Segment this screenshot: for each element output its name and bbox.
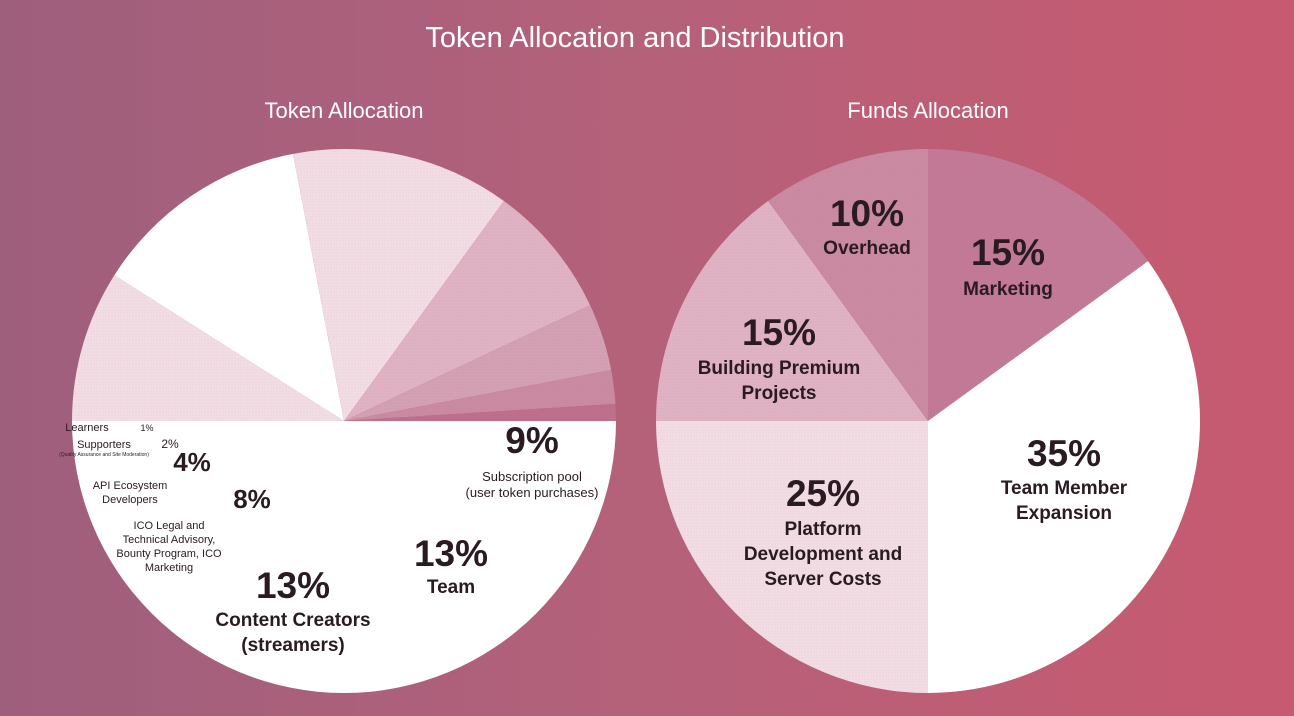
label-premium-line-1: Projects xyxy=(742,383,817,404)
pct-supporters: 2% xyxy=(161,437,179,451)
pct-api_ecosystem: 4% xyxy=(173,447,211,477)
label-platform-line-1: Development and xyxy=(744,544,902,565)
label-learners-line-0: Learners xyxy=(65,422,109,434)
token-allocation-pie: 50%Crowdsaleto Investors9%Subscription p… xyxy=(59,149,616,693)
pct-platform: 25% xyxy=(786,473,860,514)
label-overhead-line-0: Overhead xyxy=(823,238,911,259)
slice-content_creators-texture xyxy=(293,149,504,422)
pct-team: 13% xyxy=(414,533,488,574)
slice-supporters-texture xyxy=(344,370,616,421)
label-supporters-line-0: Supporters xyxy=(77,439,131,451)
pct-content_creators: 13% xyxy=(256,565,330,606)
label-subscription-line-1: (user token purchases) xyxy=(466,485,599,500)
pct-overhead: 10% xyxy=(830,193,904,234)
slice-subscription-texture xyxy=(72,275,344,421)
slice-premium-texture xyxy=(656,200,928,421)
label-marketing-line-0: Marketing xyxy=(963,279,1053,300)
token-allocation-title: Token Allocation xyxy=(264,98,424,123)
label-content_creators-line-0: Content Creators xyxy=(215,610,370,631)
pct-ico_legal: 8% xyxy=(233,484,271,514)
pct-subscription: 9% xyxy=(505,420,558,461)
label-platform-line-2: Server Costs xyxy=(764,569,881,590)
label-platform-line-0: Platform xyxy=(784,519,861,540)
label-subscription-line-0: Subscription pool xyxy=(482,469,582,484)
label-ico_legal-line-0: ICO Legal and xyxy=(134,520,205,532)
slice-learners-texture xyxy=(344,403,616,421)
slice-ico_legal-texture xyxy=(344,200,591,421)
label-team_expansion-line-1: Expansion xyxy=(1016,503,1112,524)
slice-team xyxy=(114,153,344,421)
label-api_ecosystem-line-0: API Ecosystem xyxy=(93,480,168,492)
label-content_creators-line-1: (streamers) xyxy=(241,635,345,656)
label-ico_legal-line-3: Marketing xyxy=(145,562,193,574)
pct-premium: 15% xyxy=(742,312,816,353)
sublabel-supporters: (Quality Assurance and Site Moderation) xyxy=(59,452,149,458)
funds-allocation-pie: 15% Marketing 35% Team Member Expansion 25% Pl… xyxy=(656,149,1200,693)
label-premium-line-0: Building Premium xyxy=(698,358,861,379)
pct-learners: 1% xyxy=(140,423,153,433)
slice-platform-texture xyxy=(656,421,928,693)
pct-marketing: 15% xyxy=(971,232,1045,273)
label-team_expansion-line-0: Team Member xyxy=(1001,478,1128,499)
slice-overhead-texture xyxy=(768,149,928,421)
label-api_ecosystem-line-1: Developers xyxy=(102,494,158,506)
pct-team_expansion: 35% xyxy=(1027,433,1101,474)
label-team-line-0: Team xyxy=(427,577,475,598)
slice-marketing-texture xyxy=(928,149,1149,421)
page-title: Token Allocation and Distribution xyxy=(425,22,845,54)
funds-allocation-title: Funds Allocation xyxy=(847,98,1009,123)
slice-api_ecosystem-texture xyxy=(344,305,612,421)
label-ico_legal-line-2: Bounty Program, ICO xyxy=(116,548,222,560)
slice-team_expansion xyxy=(928,261,1200,693)
slice-crowdsale xyxy=(72,421,616,693)
label-ico_legal-line-1: Technical Advisory, xyxy=(123,534,216,546)
